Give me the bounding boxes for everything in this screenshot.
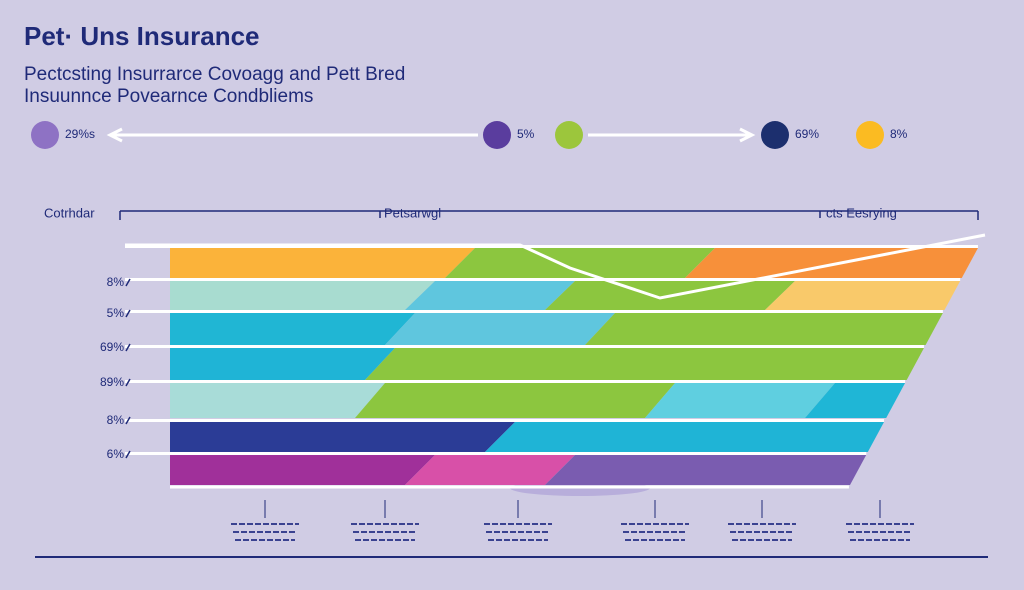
- scale-label: Petsarwgl: [384, 205, 441, 220]
- title: Pet· Uns Insurance: [24, 21, 260, 51]
- legend-dot: [31, 121, 59, 149]
- legend-dot: [555, 121, 583, 149]
- legend-dot: [761, 121, 789, 149]
- legend-dot: [856, 121, 884, 149]
- band: [170, 383, 385, 418]
- band: [485, 422, 885, 452]
- row-tick: [125, 450, 131, 459]
- band: [805, 383, 906, 418]
- band: [170, 422, 515, 452]
- band: [170, 248, 475, 278]
- scale-bracket: [119, 210, 979, 220]
- row-label: 89%: [100, 375, 124, 389]
- legend-label: 5%: [517, 127, 535, 141]
- scale-label: cts Eesrying: [826, 205, 897, 220]
- row-label: 6%: [107, 447, 125, 461]
- subtitle: Pectcsting Insurrarce Covoagg and Pett B…: [24, 64, 405, 85]
- band: [170, 348, 395, 380]
- band: [405, 455, 575, 485]
- band: [170, 313, 415, 345]
- row-label: 8%: [107, 275, 125, 289]
- row-tick: [125, 309, 131, 318]
- band: [170, 281, 435, 310]
- outline: [125, 233, 986, 300]
- row-label: 69%: [100, 340, 124, 354]
- row-label: 5%: [107, 306, 125, 320]
- band: [765, 281, 961, 310]
- row-label: 8%: [107, 413, 125, 427]
- legend-label: 8%: [890, 127, 908, 141]
- legend-connectors: [106, 127, 756, 143]
- row-labels: 8% 5% 69% 89% 8% 6%: [100, 275, 131, 461]
- band: [645, 383, 835, 418]
- footer: [231, 500, 914, 541]
- band: [365, 348, 924, 380]
- band: [405, 281, 575, 310]
- subtitle: Insuunnce Povearnce Condbliems: [24, 86, 313, 107]
- band: [385, 313, 615, 345]
- legend: 29%s 5% 69% 8%: [31, 121, 908, 149]
- bands: [125, 245, 978, 489]
- band: [545, 455, 867, 485]
- band: [170, 455, 435, 485]
- band: [585, 313, 943, 345]
- row-tick: [125, 378, 131, 387]
- scale-label: Cotrhdar: [44, 205, 95, 220]
- band: [445, 248, 715, 278]
- row-tick: [125, 416, 131, 425]
- legend-label: 29%s: [65, 127, 95, 141]
- legend-dot: [483, 121, 511, 149]
- band: [685, 248, 978, 278]
- band: [355, 383, 675, 418]
- row-tick: [125, 278, 131, 287]
- row-tick: [125, 343, 131, 352]
- legend-label: 69%: [795, 127, 819, 141]
